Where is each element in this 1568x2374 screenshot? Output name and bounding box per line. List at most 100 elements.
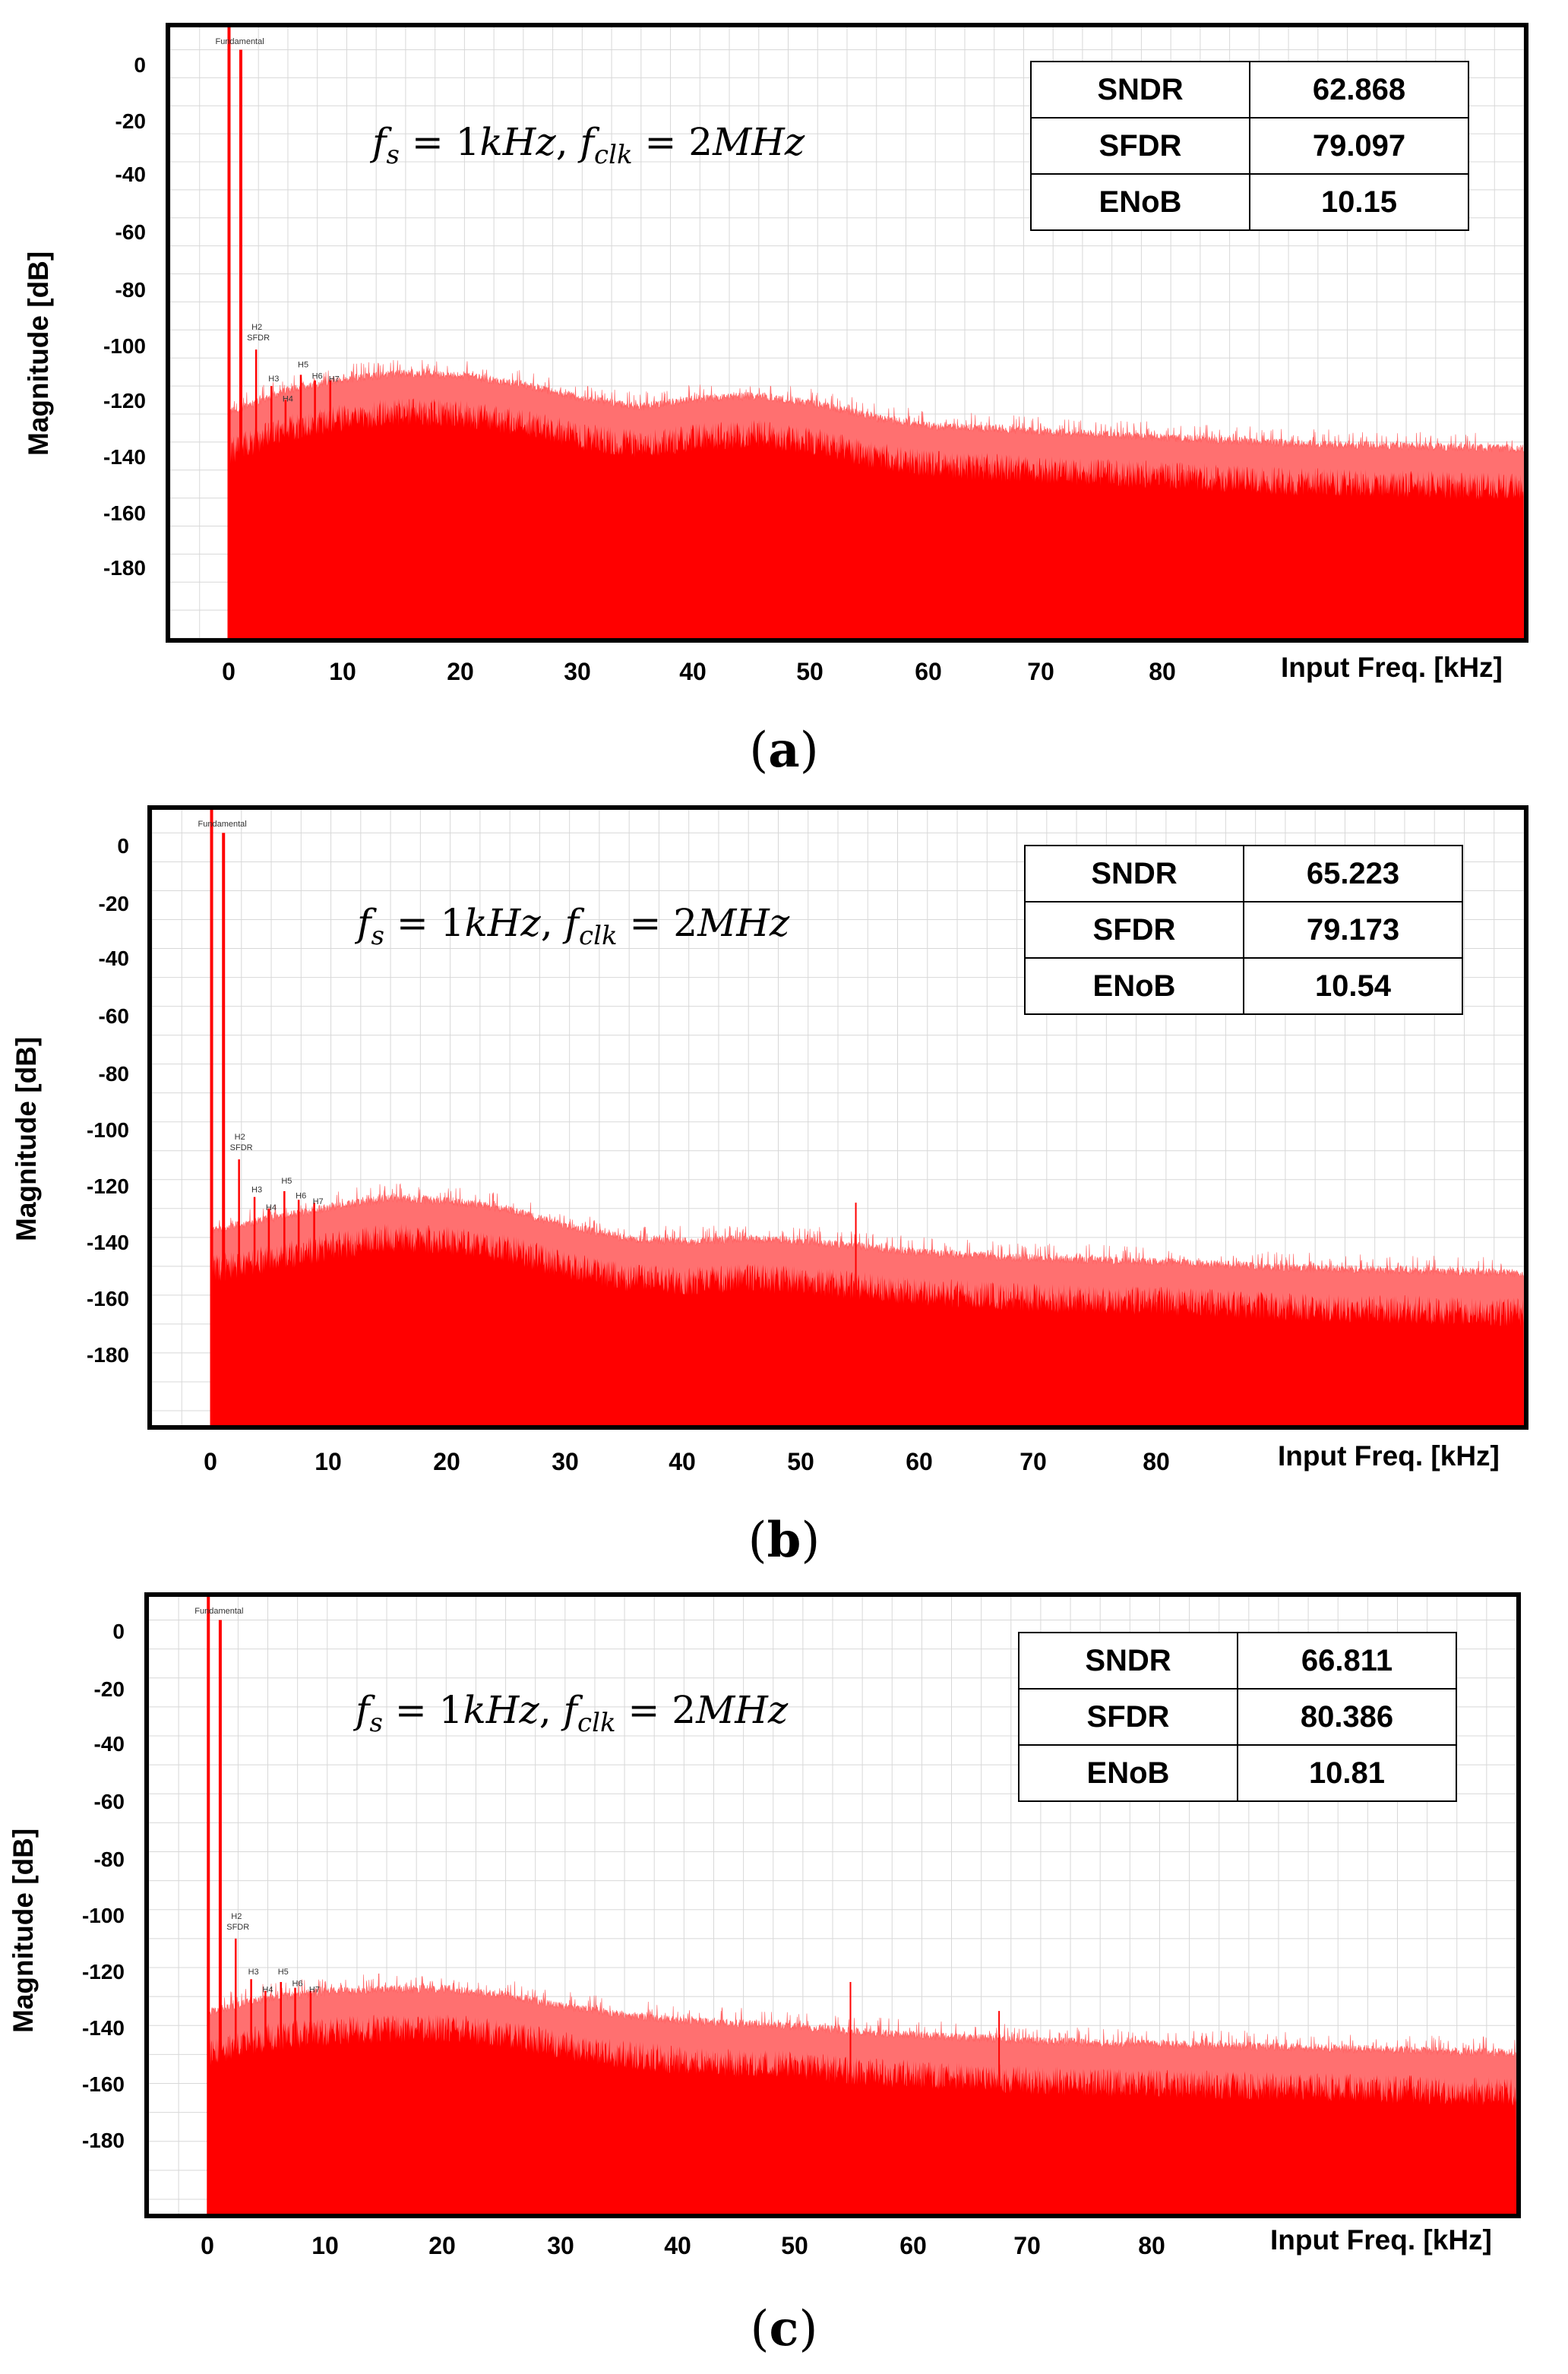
x-tick-label: 30 <box>564 658 591 685</box>
y-tick-label: -160 <box>86 1287 129 1310</box>
annotation-h6: H6 <box>292 1980 303 1989</box>
metric-value: 65.223 <box>1243 845 1463 902</box>
x-tick-label: 30 <box>552 1448 579 1475</box>
annotation-h4: H4 <box>266 1203 277 1212</box>
y-tick-label: 0 <box>117 834 129 858</box>
annotation-sfdr: SFDR <box>247 333 270 343</box>
metric-row: SNDR 65.223 <box>1024 845 1463 902</box>
x-tick-label: 60 <box>915 658 942 685</box>
noise-floor <box>211 1223 1524 1425</box>
panel-caption-letter: a <box>768 722 800 779</box>
metric-row: SNDR 62.868 <box>1030 61 1469 119</box>
x-tick-label: 70 <box>1027 658 1054 685</box>
y-tick-label: -60 <box>93 1790 125 1813</box>
x-axis-label: Input Freq. [kHz] <box>1278 1440 1500 1472</box>
formula-label: fs = 1kHz, fclk = 2MHz <box>356 1688 789 1738</box>
noise-floor <box>208 2014 1516 2214</box>
metrics-table: SNDR 65.223 SFDR 79.173 ENoB 10.54 <box>1024 845 1463 1015</box>
annotation-h5: H5 <box>298 360 308 369</box>
metric-name: SFDR <box>1018 1688 1238 1746</box>
y-tick-label: -80 <box>115 278 146 302</box>
y-tick-label: 0 <box>112 1620 125 1643</box>
metric-name: ENoB <box>1018 1744 1238 1802</box>
noise-floor <box>229 398 1524 638</box>
y-tick-label: -180 <box>81 2129 125 2152</box>
annotation-h2: H2 <box>231 1912 242 1921</box>
y-tick-label: -20 <box>93 1677 125 1701</box>
y-axis-label: Magnitude [dB] <box>11 1036 42 1241</box>
y-axis-label: Magnitude [dB] <box>8 1828 39 2033</box>
annotation-h7: H7 <box>329 375 340 384</box>
formula-label: fs = 1kHz, fclk = 2MHz <box>357 901 790 951</box>
metric-row: ENoB 10.81 <box>1018 1744 1457 1802</box>
x-tick-label: 0 <box>222 658 236 685</box>
x-tick-label: 50 <box>787 1448 814 1475</box>
metric-value: 10.15 <box>1249 173 1469 231</box>
annotation-h3: H3 <box>248 1968 259 1977</box>
y-axis-label: Magnitude [dB] <box>23 251 54 456</box>
metric-value: 66.811 <box>1237 1632 1457 1690</box>
annotation-h3: H3 <box>251 1186 262 1195</box>
x-tick-label: 80 <box>1138 2232 1165 2259</box>
x-tick-label: 60 <box>899 2232 927 2259</box>
formula-label: fs = 1kHz, fclk = 2MHz <box>372 120 805 170</box>
plot-area: Fundamental H2 SFDR H3 H4 H5 H6 H7 <box>144 1592 1521 2218</box>
annotation-h7: H7 <box>309 1985 320 1994</box>
annotation-h7: H7 <box>313 1197 324 1206</box>
metric-name: ENoB <box>1030 173 1250 231</box>
panel-caption-letter: b <box>767 1512 801 1569</box>
metric-value: 79.173 <box>1243 901 1463 959</box>
y-tick-label: -140 <box>103 445 146 469</box>
x-axis-label: Input Freq. [kHz] <box>1270 2224 1492 2255</box>
annotation-h4: H4 <box>262 1985 273 1994</box>
metric-name: SFDR <box>1030 117 1250 175</box>
x-axis-label: Input Freq. [kHz] <box>1281 652 1503 683</box>
metrics-table: SNDR 66.811 SFDR 80.386 ENoB 10.81 <box>1018 1632 1457 1802</box>
metric-row: SNDR 66.811 <box>1018 1632 1457 1690</box>
annotation-sfdr: SFDR <box>230 1143 253 1152</box>
x-tick-label: 40 <box>664 2232 691 2259</box>
y-tick-label: -100 <box>103 334 146 358</box>
metric-name: SNDR <box>1024 845 1244 902</box>
y-tick-label: -80 <box>93 1848 125 1871</box>
annotation-h6: H6 <box>296 1191 306 1200</box>
y-tick-label: -40 <box>98 947 129 970</box>
y-tick-label: 0 <box>134 53 146 77</box>
metric-name: SNDR <box>1018 1632 1238 1690</box>
y-tick-label: -60 <box>98 1004 129 1028</box>
y-tick-label: -140 <box>86 1231 129 1254</box>
chart-panel-b: Magnitude [dB] 0 -20 -40 -60 -80 -100 -1… <box>0 790 1568 1573</box>
x-tick-label: 80 <box>1143 1448 1170 1475</box>
x-tick-label: 20 <box>428 2232 456 2259</box>
y-tick-label: -180 <box>103 556 146 580</box>
panel-caption: (b) <box>748 1512 820 1569</box>
y-tick-label: -20 <box>115 109 146 133</box>
x-tick-label: 80 <box>1149 658 1176 685</box>
annotation-h4: H4 <box>283 395 293 404</box>
annotation-h2: H2 <box>251 323 262 332</box>
y-tick-label: -160 <box>81 2072 125 2096</box>
y-tick-label: -180 <box>86 1343 129 1367</box>
metric-value: 10.54 <box>1243 957 1463 1015</box>
annotation-sfdr: SFDR <box>226 1923 249 1932</box>
metric-row: SFDR 79.097 <box>1030 117 1469 175</box>
x-tick-label: 40 <box>679 658 707 685</box>
annotation-h2: H2 <box>235 1133 245 1142</box>
x-tick-label: 40 <box>669 1448 696 1475</box>
metric-value: 10.81 <box>1237 1744 1457 1802</box>
metric-row: SFDR 79.173 <box>1024 901 1463 959</box>
chart-panel-a: Magnitude [dB] 0 -20 -40 -60 -80 -100 -1… <box>0 0 1568 782</box>
panel-caption: (c) <box>750 2300 818 2357</box>
metric-row: SFDR 80.386 <box>1018 1688 1457 1746</box>
x-tick-label: 60 <box>906 1448 933 1475</box>
metric-name: SFDR <box>1024 901 1244 959</box>
annotation-fundamental: Fundamental <box>198 820 247 829</box>
metric-value: 79.097 <box>1249 117 1469 175</box>
metric-value: 80.386 <box>1237 1688 1457 1746</box>
y-tick-label: -120 <box>86 1174 129 1198</box>
metric-name: ENoB <box>1024 957 1244 1015</box>
x-tick-label: 0 <box>204 1448 217 1475</box>
y-tick-label: -20 <box>98 892 129 915</box>
